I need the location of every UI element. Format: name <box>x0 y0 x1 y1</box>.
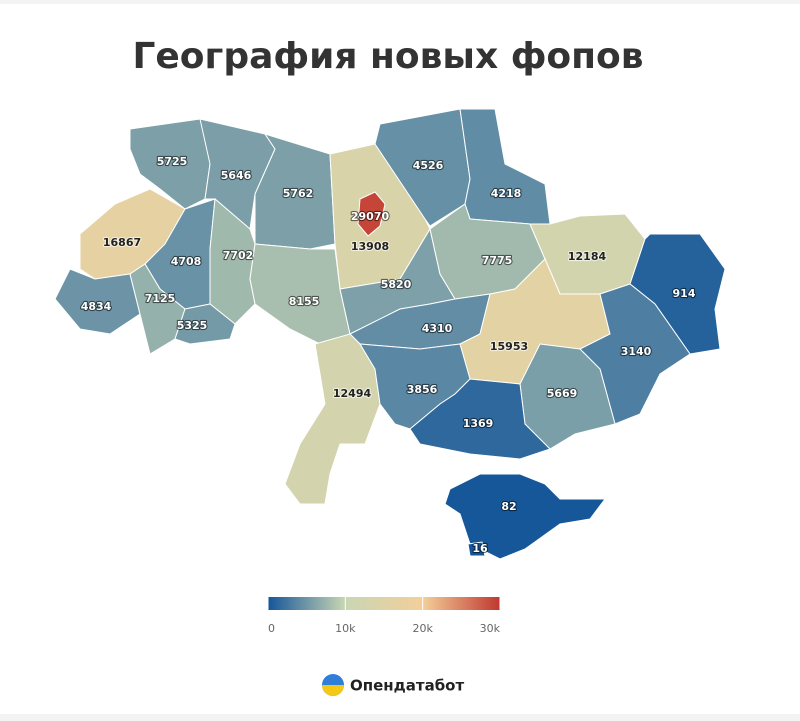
value-label: 4708 <box>171 255 202 268</box>
value-label: 13908 <box>351 240 389 253</box>
colorbar-tick-label: 20k <box>412 622 433 635</box>
value-label: 15953 <box>490 340 528 353</box>
colorbar: 0 10k 20k 30k <box>267 597 501 635</box>
title: География новых фопов <box>132 36 643 77</box>
colorbar-tick-label: 10k <box>335 622 356 635</box>
value-label: 82 <box>501 500 516 513</box>
colorbar-tick-label: 30k <box>480 622 501 635</box>
logo: Опендатабот <box>322 674 464 696</box>
value-label: 914 <box>673 287 696 300</box>
value-label: 4834 <box>81 300 112 313</box>
region <box>174 303 236 345</box>
region <box>357 191 386 237</box>
value-label: 1369 <box>463 417 494 430</box>
value-label: 29070 <box>351 210 390 223</box>
value-label: 7702 <box>223 249 254 262</box>
value-label: 5762 <box>283 187 314 200</box>
value-label: 4526 <box>413 159 444 172</box>
region <box>284 333 381 505</box>
map-figure: География новых фопов 5725 5646 5762 29070 1… <box>54 36 726 696</box>
value-label: 7775 <box>482 254 513 267</box>
value-label: 5725 <box>157 155 188 168</box>
value-label: 12184 <box>568 250 607 263</box>
value-label: 5820 <box>381 278 412 291</box>
region <box>579 283 691 425</box>
region <box>249 243 351 345</box>
value-label: 16 <box>472 542 488 555</box>
value-label: 7125 <box>145 292 176 305</box>
colorbar-tick-label: 0 <box>268 622 275 635</box>
value-label: 5325 <box>177 319 208 332</box>
value-label: 5646 <box>221 169 252 182</box>
logo-text: Опендатабот <box>350 677 464 695</box>
value-label: 12494 <box>333 387 372 400</box>
region <box>444 473 606 560</box>
value-label: 5669 <box>547 387 578 400</box>
logo-icon-half <box>322 685 344 696</box>
region <box>459 108 551 225</box>
card: География новых фопов 5725 5646 5762 29070 1… <box>0 4 800 714</box>
value-label: 3856 <box>407 383 438 396</box>
regions <box>54 108 726 560</box>
value-label: 3140 <box>621 345 652 358</box>
region <box>467 541 486 557</box>
value-label: 4218 <box>491 187 522 200</box>
value-label: 4310 <box>422 322 453 335</box>
value-label: 16867 <box>103 236 141 249</box>
region <box>409 378 551 460</box>
region <box>54 268 141 335</box>
colorbar-gradient <box>268 597 500 610</box>
value-label: 8155 <box>289 295 320 308</box>
value-labels: 5725 5646 5762 29070 13908 4526 4218 16867 4708 7… <box>80 154 697 556</box>
